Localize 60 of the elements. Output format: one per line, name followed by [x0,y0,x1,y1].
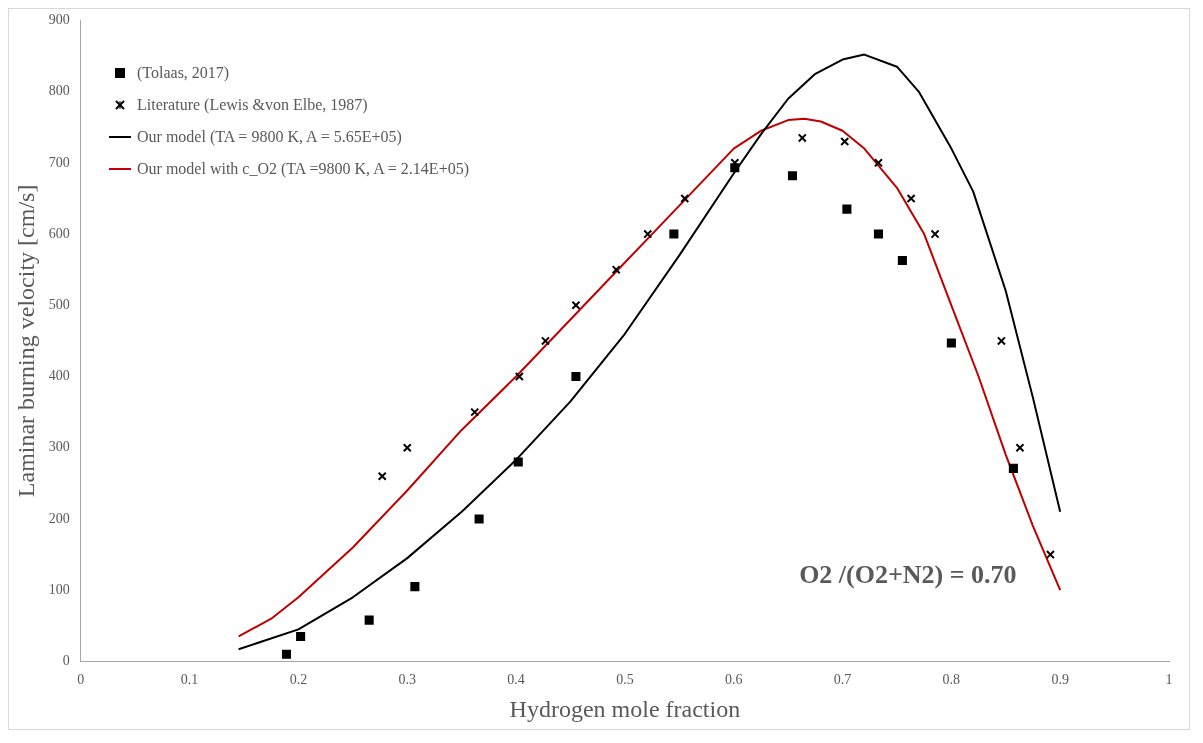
point [680,193,690,203]
point [930,229,940,239]
point [873,229,883,239]
legend-label: Our model with c_O2 (TA =9800 K, A = 2.14E+05) [137,160,469,178]
legend-label: Our model (TA = 9800 K, A = 5.65E+05) [137,128,402,146]
x-tick-label: 1 [1165,672,1173,688]
x-tick-label: 0.8 [942,672,961,688]
point [797,133,807,143]
point [571,300,581,310]
x-tick-label: 0.9 [1051,672,1069,688]
point [730,163,740,173]
y-tick-label: 900 [48,12,70,28]
point [787,171,798,181]
point [1045,550,1055,560]
point [470,407,480,417]
point [364,615,374,625]
point [842,204,852,214]
point [514,371,524,382]
y-tick-label: 600 [48,225,70,241]
x-axis-title: Hydrogen mole fraction [509,695,741,722]
point [571,371,581,382]
y-tick-label: 400 [48,368,70,384]
x-tick-label: 0.3 [398,672,417,688]
x-tick-label: 0.5 [616,672,634,688]
x-tick-label: 0.7 [833,672,852,688]
point [996,336,1006,346]
point [513,457,523,467]
y-axis-title: Laminar burning velocity [cm/s] [12,184,39,498]
point [946,338,956,348]
y-tick-label: 0 [62,653,70,669]
y-tick-label: 700 [48,154,70,170]
x-tick-label: 0.1 [180,672,199,688]
point [281,649,292,659]
point [1015,443,1025,453]
y-tick-label: 500 [48,296,70,312]
point [873,158,883,168]
legend-label: Literature (Lewis &von Elbe, 1987) [137,96,368,114]
annotation: O2 /(O2+N2) = 0.70 [799,560,1017,590]
point [296,631,306,642]
point [474,514,484,524]
y-tick-label: 800 [48,83,70,99]
point [377,471,387,481]
x-tick-label: 0.4 [507,672,525,688]
x-tick-label: 0 [77,672,85,688]
point [402,443,412,453]
y-tick-label: 200 [48,510,70,526]
point [1008,463,1018,473]
legend-label: (Tolaas, 2017) [137,64,230,82]
point [410,582,420,592]
point [906,193,916,203]
y-tick-label: 100 [48,581,70,597]
point [611,265,621,275]
y-tick-label: 300 [48,439,70,455]
x-tick-label: 0.2 [289,672,308,688]
point [840,136,850,147]
x-tick-label: 0.6 [724,672,743,688]
point [540,336,550,346]
point [669,229,679,239]
point [643,229,653,239]
point [897,255,907,265]
